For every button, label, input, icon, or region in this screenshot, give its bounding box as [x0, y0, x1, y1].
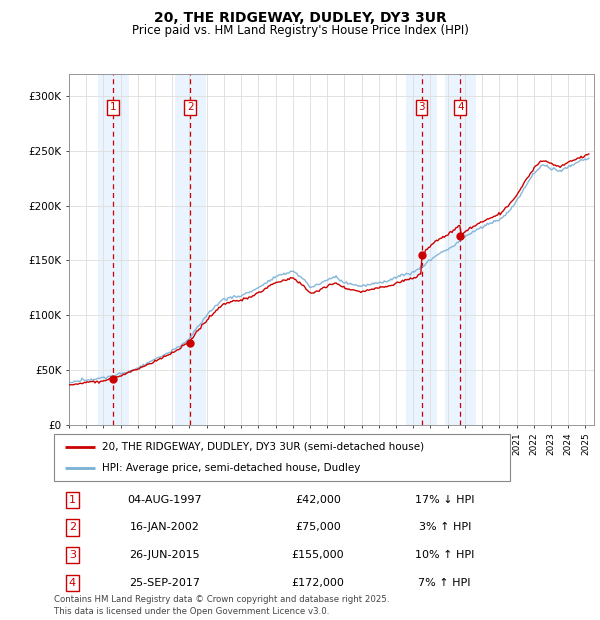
Bar: [445, 74, 476, 425]
Text: 3: 3: [69, 550, 76, 560]
Text: 26-JUN-2015: 26-JUN-2015: [130, 550, 200, 560]
FancyBboxPatch shape: [54, 434, 510, 481]
Text: 25-SEP-2017: 25-SEP-2017: [130, 578, 200, 588]
Text: £75,000: £75,000: [295, 523, 341, 533]
Text: Contains HM Land Registry data © Crown copyright and database right 2025.
This d: Contains HM Land Registry data © Crown c…: [54, 595, 389, 616]
Text: 3% ↑ HPI: 3% ↑ HPI: [419, 523, 471, 533]
Text: 20, THE RIDGEWAY, DUDLEY, DY3 3UR (semi-detached house): 20, THE RIDGEWAY, DUDLEY, DY3 3UR (semi-…: [102, 441, 424, 451]
Text: 1: 1: [110, 102, 117, 112]
Text: 2: 2: [69, 523, 76, 533]
Text: 4: 4: [69, 578, 76, 588]
Text: 2: 2: [187, 102, 193, 112]
Bar: [406, 74, 437, 425]
Text: 7% ↑ HPI: 7% ↑ HPI: [418, 578, 471, 588]
Bar: [175, 74, 206, 425]
Text: 20, THE RIDGEWAY, DUDLEY, DY3 3UR: 20, THE RIDGEWAY, DUDLEY, DY3 3UR: [154, 11, 446, 25]
Text: 04-AUG-1997: 04-AUG-1997: [128, 495, 202, 505]
Text: 1: 1: [69, 495, 76, 505]
Text: HPI: Average price, semi-detached house, Dudley: HPI: Average price, semi-detached house,…: [102, 463, 360, 473]
Text: 16-JAN-2002: 16-JAN-2002: [130, 523, 200, 533]
Text: 17% ↓ HPI: 17% ↓ HPI: [415, 495, 475, 505]
Text: Price paid vs. HM Land Registry's House Price Index (HPI): Price paid vs. HM Land Registry's House …: [131, 24, 469, 37]
Text: 3: 3: [418, 102, 425, 112]
Bar: [98, 74, 129, 425]
Text: 4: 4: [457, 102, 464, 112]
Text: £42,000: £42,000: [295, 495, 341, 505]
Text: £172,000: £172,000: [292, 578, 344, 588]
Text: 10% ↑ HPI: 10% ↑ HPI: [415, 550, 475, 560]
Text: £155,000: £155,000: [292, 550, 344, 560]
